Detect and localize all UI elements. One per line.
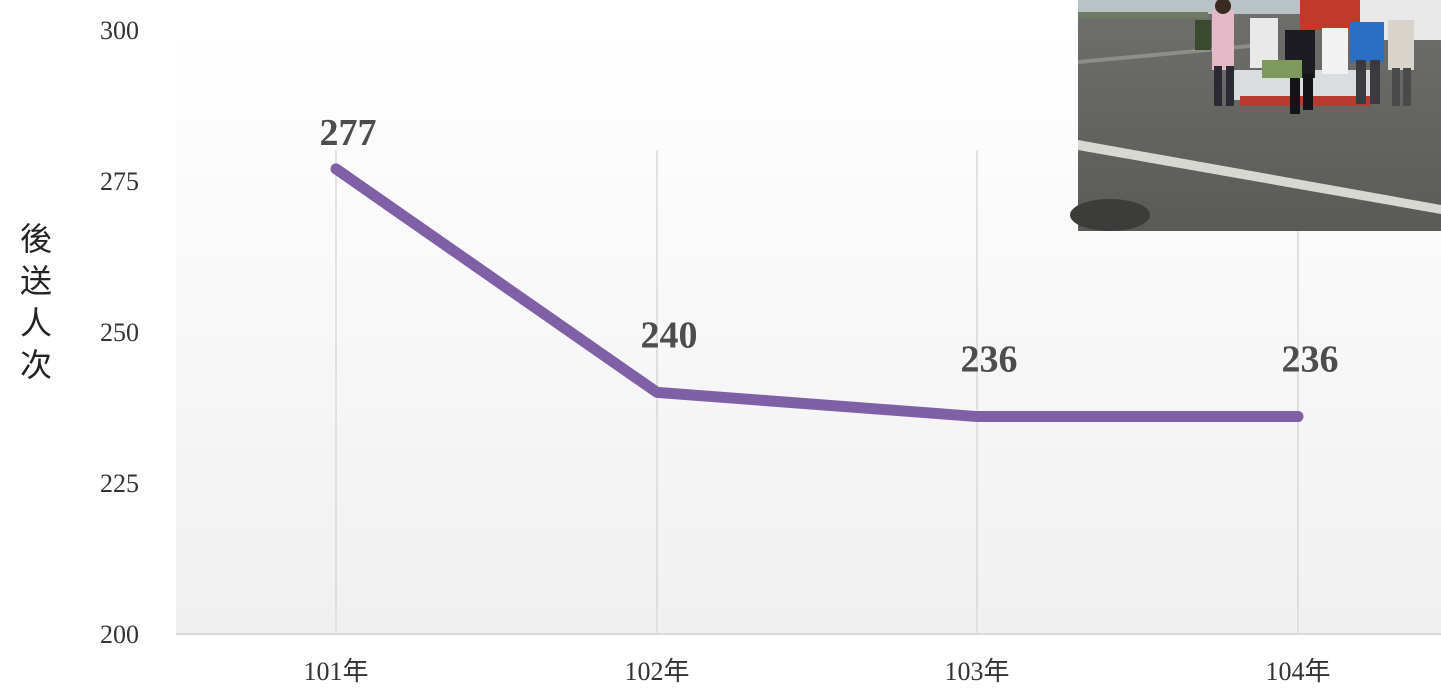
y-axis-label-char: 後 bbox=[20, 220, 52, 258]
data-label: 236 bbox=[961, 339, 1018, 381]
data-label: 236 bbox=[1282, 339, 1339, 381]
y-axis-label-char: 送 bbox=[20, 262, 52, 300]
x-tick-label: 101年 bbox=[303, 657, 368, 686]
data-label: 240 bbox=[641, 314, 698, 356]
x-tick-label: 102年 bbox=[624, 657, 689, 686]
y-tick-label: 275 bbox=[100, 167, 139, 196]
y-axis-label-char: 人 bbox=[20, 304, 52, 342]
series-line bbox=[330, 163, 1304, 423]
y-axis-label-char: 次 bbox=[20, 346, 52, 384]
y-tick-label: 300 bbox=[100, 16, 139, 45]
y-tick-label: 200 bbox=[100, 620, 139, 649]
data-labels: 277 240 236 236 bbox=[320, 112, 1339, 381]
y-tick-label: 250 bbox=[100, 318, 139, 347]
x-tick-label: 104年 bbox=[1265, 657, 1330, 686]
helicopter-medevac-photo bbox=[1070, 0, 1441, 231]
data-label: 277 bbox=[320, 112, 377, 154]
series-line-path bbox=[330, 163, 1304, 423]
y-tick-label: 225 bbox=[100, 469, 139, 498]
y-axis-tick-labels: 200 225 250 275 300 bbox=[100, 16, 139, 649]
x-axis-tick-labels: 101年 102年 103年 104年 bbox=[303, 657, 1330, 686]
x-tick-label: 103年 bbox=[944, 657, 1009, 686]
